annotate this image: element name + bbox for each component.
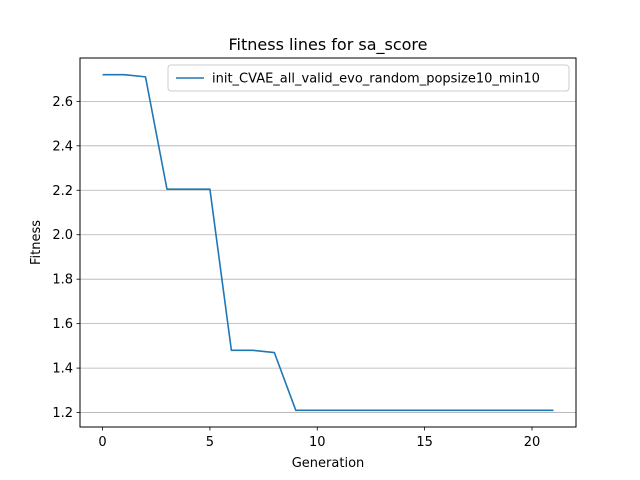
y-tick-label: 2.6 [52, 95, 73, 110]
plot-frame [79, 57, 577, 428]
y-tick-label: 2.4 [52, 139, 73, 154]
y-axis-label: Fitness [29, 220, 44, 265]
x-tick-label: 0 [98, 435, 106, 450]
series-line [102, 73, 554, 412]
y-tick-label: 1.6 [52, 317, 73, 332]
series-layer [102, 73, 554, 412]
legend-label: init_CVAE_all_valid_evo_random_popsize10… [212, 72, 540, 87]
x-tick-label: 5 [206, 435, 214, 450]
x-axis-label: Generation [292, 456, 365, 471]
x-tick-label: 20 [524, 435, 541, 450]
y-tick-label: 2.2 [52, 184, 73, 199]
legend-box [167, 64, 570, 92]
grid [80, 100, 576, 413]
ticks: 1.2 1.4 1.6 1.8 2.0 2.2 2.4 2.6 0 5 10 15 20 [52, 95, 540, 450]
x-tick-label: 15 [416, 435, 433, 450]
y-tick-label: 1.2 [52, 406, 73, 421]
chart-title: Fitness lines for sa_score [228, 35, 427, 55]
y-tick-label: 1.4 [52, 362, 73, 377]
legend: init_CVAE_all_valid_evo_random_popsize10… [167, 64, 570, 92]
x-tick-label: 10 [309, 435, 326, 450]
y-tick-label: 2.0 [52, 228, 73, 243]
y-tick-label: 1.8 [52, 273, 73, 288]
